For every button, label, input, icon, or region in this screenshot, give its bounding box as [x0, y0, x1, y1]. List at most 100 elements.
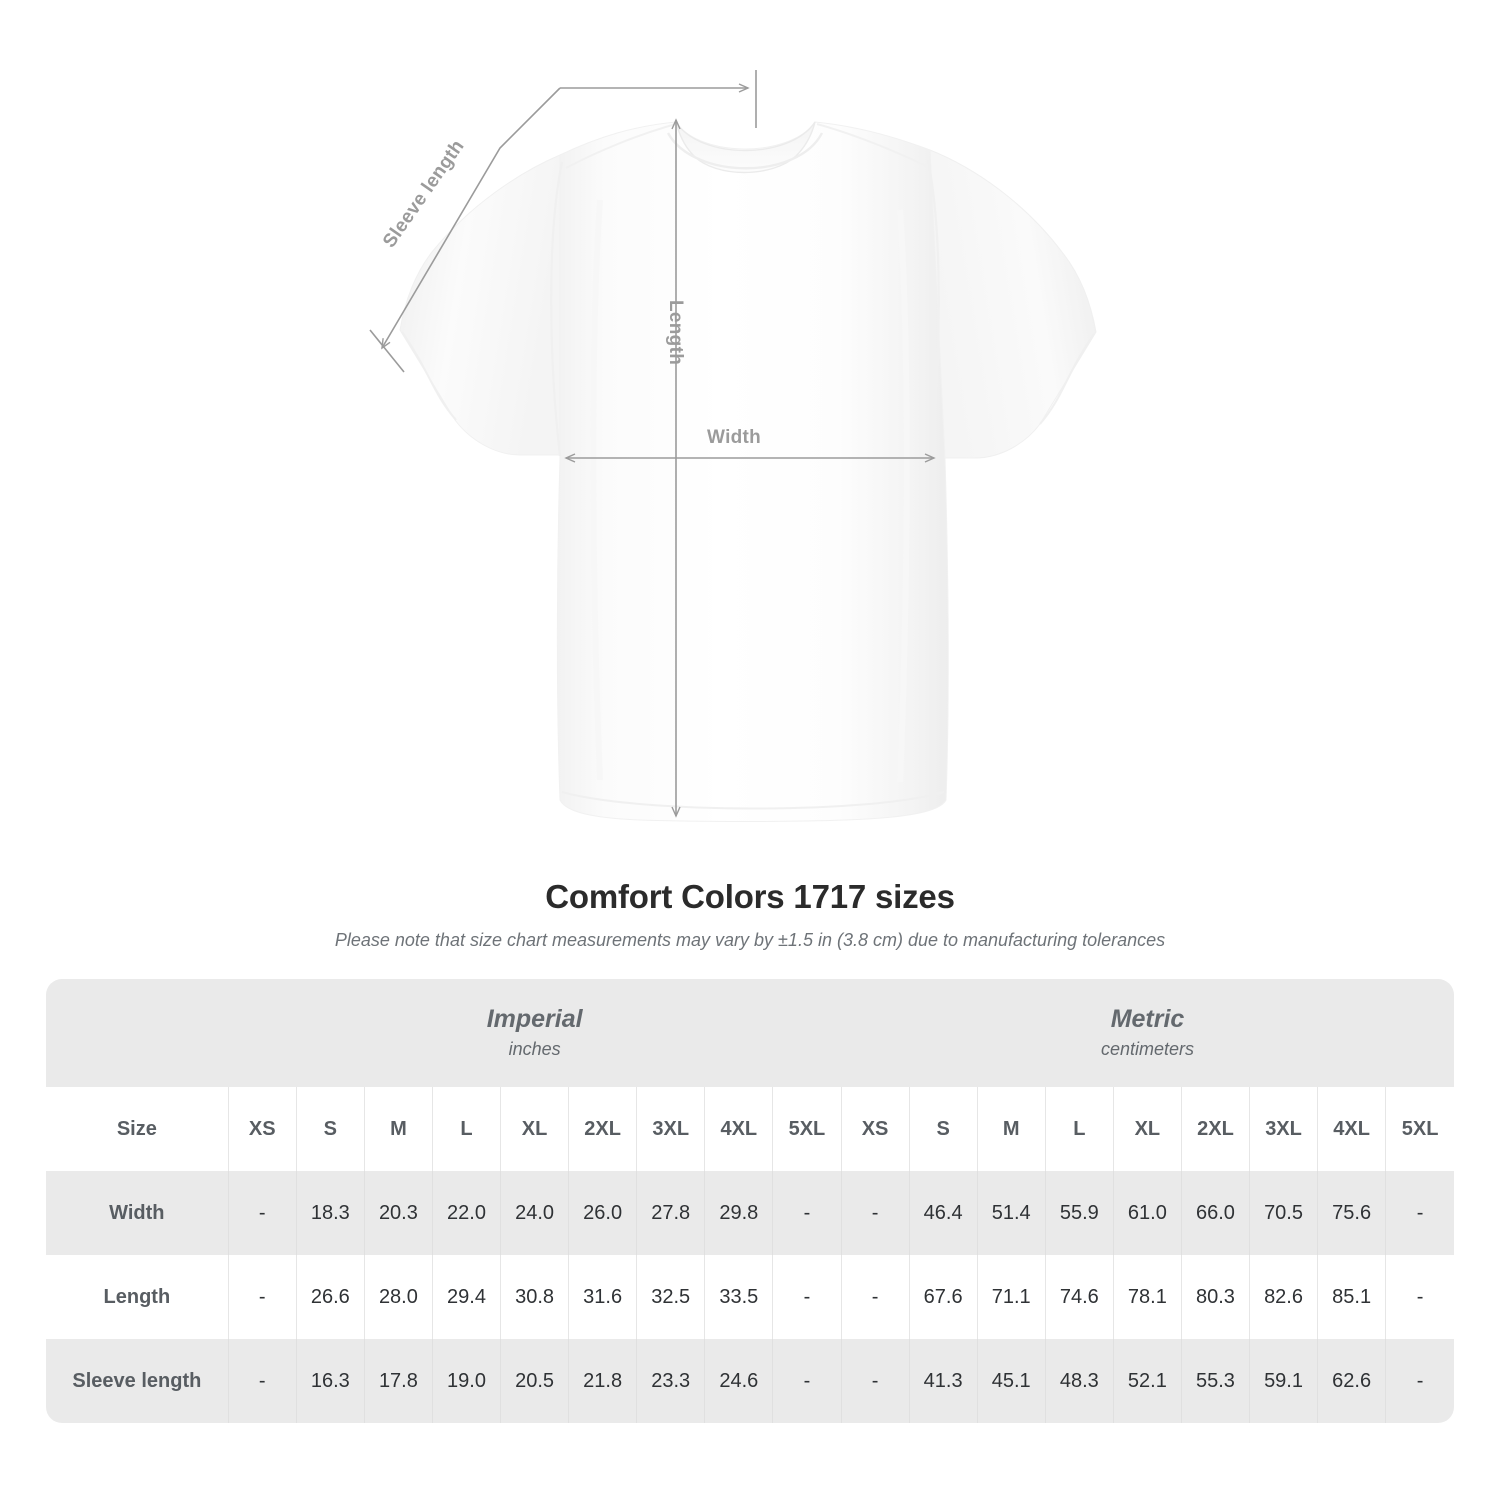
- cell-width-imperial-m: 20.3: [363, 1171, 433, 1255]
- cell-length-imperial-3xl: 32.5: [636, 1255, 705, 1339]
- size-header-imperial-xs: XS: [227, 1087, 297, 1171]
- cell-width-metric-l: 55.9: [1044, 1171, 1114, 1255]
- title-block: Comfort Colors 1717 sizes Please note th…: [0, 878, 1500, 951]
- cell-sleeve-imperial-4xl: 24.6: [704, 1339, 773, 1423]
- cell-length-imperial-xl: 30.8: [500, 1255, 569, 1339]
- cell-length-metric-5xl: -: [1385, 1255, 1454, 1339]
- cell-width-imperial-5xl: -: [772, 1171, 842, 1255]
- cell-sleeve-metric-s: 41.3: [908, 1339, 978, 1423]
- cell-length-imperial-s: 26.6: [295, 1255, 365, 1339]
- cell-length-metric-4xl: 85.1: [1317, 1255, 1386, 1339]
- cell-sleeve-imperial-l: 19.0: [431, 1339, 501, 1423]
- cell-width-metric-4xl: 75.6: [1317, 1171, 1386, 1255]
- cell-width-metric-m: 51.4: [976, 1171, 1046, 1255]
- unit-cell-metric: Metric centimeters: [841, 979, 1454, 1087]
- cell-length-metric-m: 71.1: [976, 1255, 1046, 1339]
- cell-sleeve-imperial-5xl: -: [772, 1339, 842, 1423]
- row-label-sleeve-length: Sleeve length: [46, 1339, 229, 1423]
- unit-corner-cell: [46, 979, 229, 1087]
- collar-seam: [666, 132, 824, 170]
- size-header-imperial-2xl: 2XL: [568, 1087, 637, 1171]
- table-row: Sleeve length - 16.3 17.8 19.0 20.5 21.8…: [46, 1339, 1454, 1423]
- cell-width-metric-xs: -: [840, 1171, 910, 1255]
- cell-length-imperial-4xl: 33.5: [704, 1255, 773, 1339]
- left-sleeve-hem: [401, 331, 457, 421]
- tshirt-diagram: Sleeve length Length Width: [369, 70, 1097, 822]
- cell-sleeve-imperial-3xl: 23.3: [636, 1339, 705, 1423]
- cell-sleeve-metric-m: 45.1: [976, 1339, 1046, 1423]
- size-table: Imperial inches Metric centimeters Size …: [46, 979, 1454, 1423]
- size-header-metric-xl: XL: [1112, 1087, 1182, 1171]
- cell-length-imperial-xs: -: [227, 1255, 297, 1339]
- size-header-row: Size XS S M L XL 2XL 3XL 4XL 5XL XS S M …: [46, 1087, 1454, 1171]
- cell-sleeve-imperial-2xl: 21.8: [568, 1339, 637, 1423]
- right-sleeve: [929, 149, 1097, 459]
- cell-width-metric-3xl: 70.5: [1248, 1171, 1318, 1255]
- row-label-length: Length: [46, 1255, 229, 1339]
- size-header-imperial-3xl: 3XL: [636, 1087, 705, 1171]
- collar: [675, 121, 816, 174]
- size-header-imperial-l: L: [431, 1087, 501, 1171]
- cell-width-imperial-s: 18.3: [295, 1171, 365, 1255]
- size-header-imperial-xl: XL: [500, 1087, 569, 1171]
- cell-length-metric-l: 74.6: [1044, 1255, 1114, 1339]
- sleeve-cuff-tick: [369, 329, 405, 373]
- cell-length-imperial-m: 28.0: [363, 1255, 433, 1339]
- row-label-width: Width: [46, 1171, 229, 1255]
- right-shoulder-seam: [816, 123, 927, 167]
- size-header-metric-4xl: 4XL: [1317, 1087, 1386, 1171]
- size-header-metric-l: L: [1044, 1087, 1114, 1171]
- right-armhole-seam: [926, 159, 940, 459]
- hem-line: [561, 791, 945, 810]
- fold-left: [590, 199, 603, 781]
- cell-length-metric-2xl: 80.3: [1180, 1255, 1250, 1339]
- cell-width-metric-5xl: -: [1385, 1171, 1454, 1255]
- size-header-metric-3xl: 3XL: [1248, 1087, 1318, 1171]
- cell-width-metric-2xl: 66.0: [1180, 1171, 1250, 1255]
- table-row: Width - 18.3 20.3 22.0 24.0 26.0 27.8 29…: [46, 1171, 1454, 1255]
- cell-length-metric-xl: 78.1: [1112, 1255, 1182, 1339]
- size-header-metric-2xl: 2XL: [1180, 1087, 1250, 1171]
- cell-length-metric-3xl: 82.6: [1248, 1255, 1318, 1339]
- size-header-imperial-s: S: [295, 1087, 365, 1171]
- size-header-metric-m: M: [976, 1087, 1046, 1171]
- tshirt-shape: [399, 121, 1097, 822]
- cell-sleeve-imperial-s: 16.3: [295, 1339, 365, 1423]
- fold-right: [897, 209, 910, 783]
- cell-sleeve-metric-2xl: 55.3: [1180, 1339, 1250, 1423]
- cell-sleeve-imperial-m: 17.8: [363, 1339, 433, 1423]
- cell-width-imperial-3xl: 27.8: [636, 1171, 705, 1255]
- cell-sleeve-metric-l: 48.3: [1044, 1339, 1114, 1423]
- length-label: Length: [665, 300, 686, 366]
- tolerance-note: Please note that size chart measurements…: [334, 930, 1166, 950]
- tshirt-illustration: [369, 70, 1097, 822]
- size-header-imperial-4xl: 4XL: [704, 1087, 773, 1171]
- sleeve-length-line: [381, 87, 561, 350]
- cell-width-imperial-xs: -: [227, 1171, 297, 1255]
- left-armhole-seam: [550, 161, 564, 457]
- cell-length-metric-xs: -: [840, 1255, 910, 1339]
- size-header-imperial-m: M: [363, 1087, 433, 1171]
- unit-sub-imperial: inches: [508, 1039, 561, 1060]
- cell-length-metric-s: 67.6: [908, 1255, 978, 1339]
- cell-sleeve-metric-4xl: 62.6: [1317, 1339, 1386, 1423]
- cell-sleeve-metric-3xl: 59.1: [1248, 1339, 1318, 1423]
- right-sleeve-hem: [1039, 333, 1095, 425]
- table-row: Length - 26.6 28.0 29.4 30.8 31.6 32.5 3…: [46, 1255, 1454, 1339]
- unit-cell-imperial: Imperial inches: [228, 979, 842, 1087]
- left-shoulder-seam: [565, 123, 677, 169]
- cell-sleeve-metric-5xl: -: [1385, 1339, 1454, 1423]
- unit-name-metric: Metric: [1110, 1004, 1185, 1033]
- page-title: Comfort Colors 1717 sizes: [545, 878, 955, 915]
- size-header-imperial-5xl: 5XL: [772, 1087, 842, 1171]
- unit-sub-metric: centimeters: [1100, 1039, 1195, 1060]
- shirt-body: [556, 121, 949, 822]
- width-label: Width: [707, 427, 762, 448]
- cell-sleeve-metric-xl: 52.1: [1112, 1339, 1182, 1423]
- cell-width-metric-xl: 61.0: [1112, 1171, 1182, 1255]
- cell-width-imperial-4xl: 29.8: [704, 1171, 773, 1255]
- unit-header-row: Imperial inches Metric centimeters: [46, 979, 1454, 1087]
- cell-width-imperial-xl: 24.0: [500, 1171, 569, 1255]
- cell-sleeve-metric-xs: -: [840, 1339, 910, 1423]
- left-sleeve: [399, 154, 561, 456]
